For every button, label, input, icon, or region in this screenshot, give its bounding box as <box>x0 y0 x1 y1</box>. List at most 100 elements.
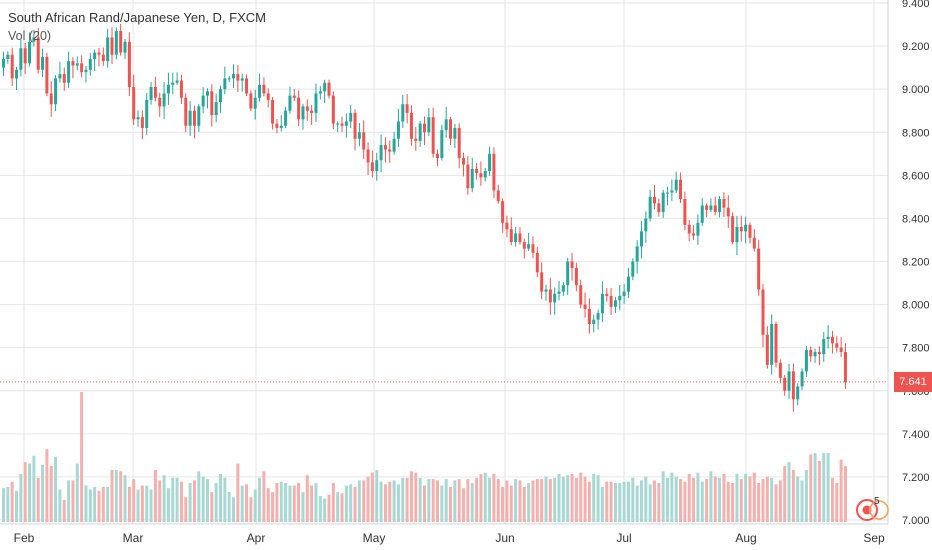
candle-up <box>253 97 257 109</box>
candle-up <box>145 99 149 128</box>
candle-up <box>596 313 600 320</box>
volume-bar <box>635 485 639 522</box>
volume-bar <box>301 492 305 522</box>
candle-down <box>353 112 357 139</box>
volume-bar <box>119 471 123 522</box>
candle-up <box>284 110 288 126</box>
volume-bar <box>253 489 257 522</box>
candle-down <box>540 272 544 292</box>
volume-bar <box>718 477 722 522</box>
candle-up <box>15 69 19 79</box>
volume-bar <box>41 464 45 522</box>
volume-bar <box>843 466 847 522</box>
candle-up <box>240 78 244 81</box>
last-price-tag: 7.641 <box>894 372 932 392</box>
candle-down <box>570 261 574 268</box>
candle-up <box>483 171 487 178</box>
volume-bar <box>32 455 36 522</box>
candle-down <box>839 347 843 352</box>
candle-down <box>692 233 696 236</box>
candle-up <box>149 87 153 100</box>
candle-down <box>292 95 296 98</box>
volume-bar <box>201 476 205 522</box>
candle-up <box>800 371 804 387</box>
volume-bar <box>531 480 535 522</box>
candle-down <box>414 138 418 141</box>
volume-bar <box>735 473 739 522</box>
volume-bar <box>579 472 583 522</box>
volume-bar <box>54 457 58 522</box>
volume-bar <box>67 480 71 522</box>
candle-up <box>219 89 222 103</box>
volume-bar <box>2 488 5 522</box>
candle-down <box>505 222 509 230</box>
volume-bar <box>587 481 591 522</box>
x-tick-label: Apr <box>247 531 266 545</box>
volume-bar <box>101 486 105 522</box>
candle-up <box>488 153 492 172</box>
volume-bar <box>631 477 635 522</box>
candle-up <box>279 125 283 128</box>
y-tick-label: 8.600 <box>902 170 930 182</box>
candle-down <box>531 244 535 253</box>
candle-up <box>75 63 79 66</box>
candle-down <box>405 104 409 113</box>
volume-bar <box>188 483 192 522</box>
volume-bar <box>557 473 561 522</box>
replay-badge-icon[interactable]: 5 <box>855 494 889 524</box>
volume-bar <box>653 480 656 522</box>
volume-bar <box>175 477 179 522</box>
volume-bar <box>796 476 800 522</box>
candle-up <box>323 82 327 92</box>
volume-bar <box>58 489 62 522</box>
time-axis[interactable]: Feb Mar Apr May Jun Jul Aug Sep <box>14 531 885 545</box>
volume-bar <box>392 480 396 522</box>
x-tick-label: Mar <box>123 531 144 545</box>
x-tick-label: Jun <box>495 531 514 545</box>
volume-bar <box>475 477 479 522</box>
volume-bar <box>709 471 713 522</box>
volume-bar <box>140 485 144 522</box>
candle-down <box>80 63 84 72</box>
candle-up <box>288 95 292 111</box>
candle-up <box>622 291 626 296</box>
candle-up <box>566 261 570 286</box>
candle-up <box>813 351 817 357</box>
volume-bar <box>88 489 92 522</box>
volume-bar <box>774 484 778 522</box>
candle-up <box>700 205 704 223</box>
volume-bar <box>813 453 817 522</box>
volume-bar <box>240 485 244 522</box>
candle-down <box>153 87 157 98</box>
volume-bar <box>401 477 405 522</box>
volume-bar <box>396 484 400 522</box>
volume-bar <box>284 483 288 522</box>
candle-up <box>440 130 444 159</box>
volume-bar <box>744 473 748 522</box>
volume-bar <box>340 493 344 522</box>
candle-up <box>396 121 400 139</box>
volume-indicator-label[interactable]: Vol (20) <box>8 29 52 43</box>
candle-down <box>97 52 101 55</box>
volume-bar <box>219 473 222 522</box>
candle-down <box>583 304 587 309</box>
candle-up <box>631 261 635 277</box>
price-axis[interactable]: 7.0007.2007.4007.6007.8008.0008.2008.400… <box>902 0 930 527</box>
volume-bar <box>509 485 513 522</box>
y-tick-label: 7.400 <box>902 429 930 441</box>
candle-up <box>514 233 518 243</box>
volume-bar <box>6 486 10 522</box>
volume-bar <box>670 472 674 522</box>
volume-bar <box>336 492 340 522</box>
candle-up <box>444 119 448 131</box>
volume-bar <box>592 473 596 522</box>
volume-bar <box>817 460 821 522</box>
candle-down <box>817 351 821 355</box>
candle-up <box>544 289 548 292</box>
volume-bar <box>826 453 830 522</box>
candle-up <box>639 231 643 247</box>
candle-up <box>770 323 774 365</box>
volume-bar <box>666 477 670 522</box>
volume-bar <box>110 470 114 522</box>
